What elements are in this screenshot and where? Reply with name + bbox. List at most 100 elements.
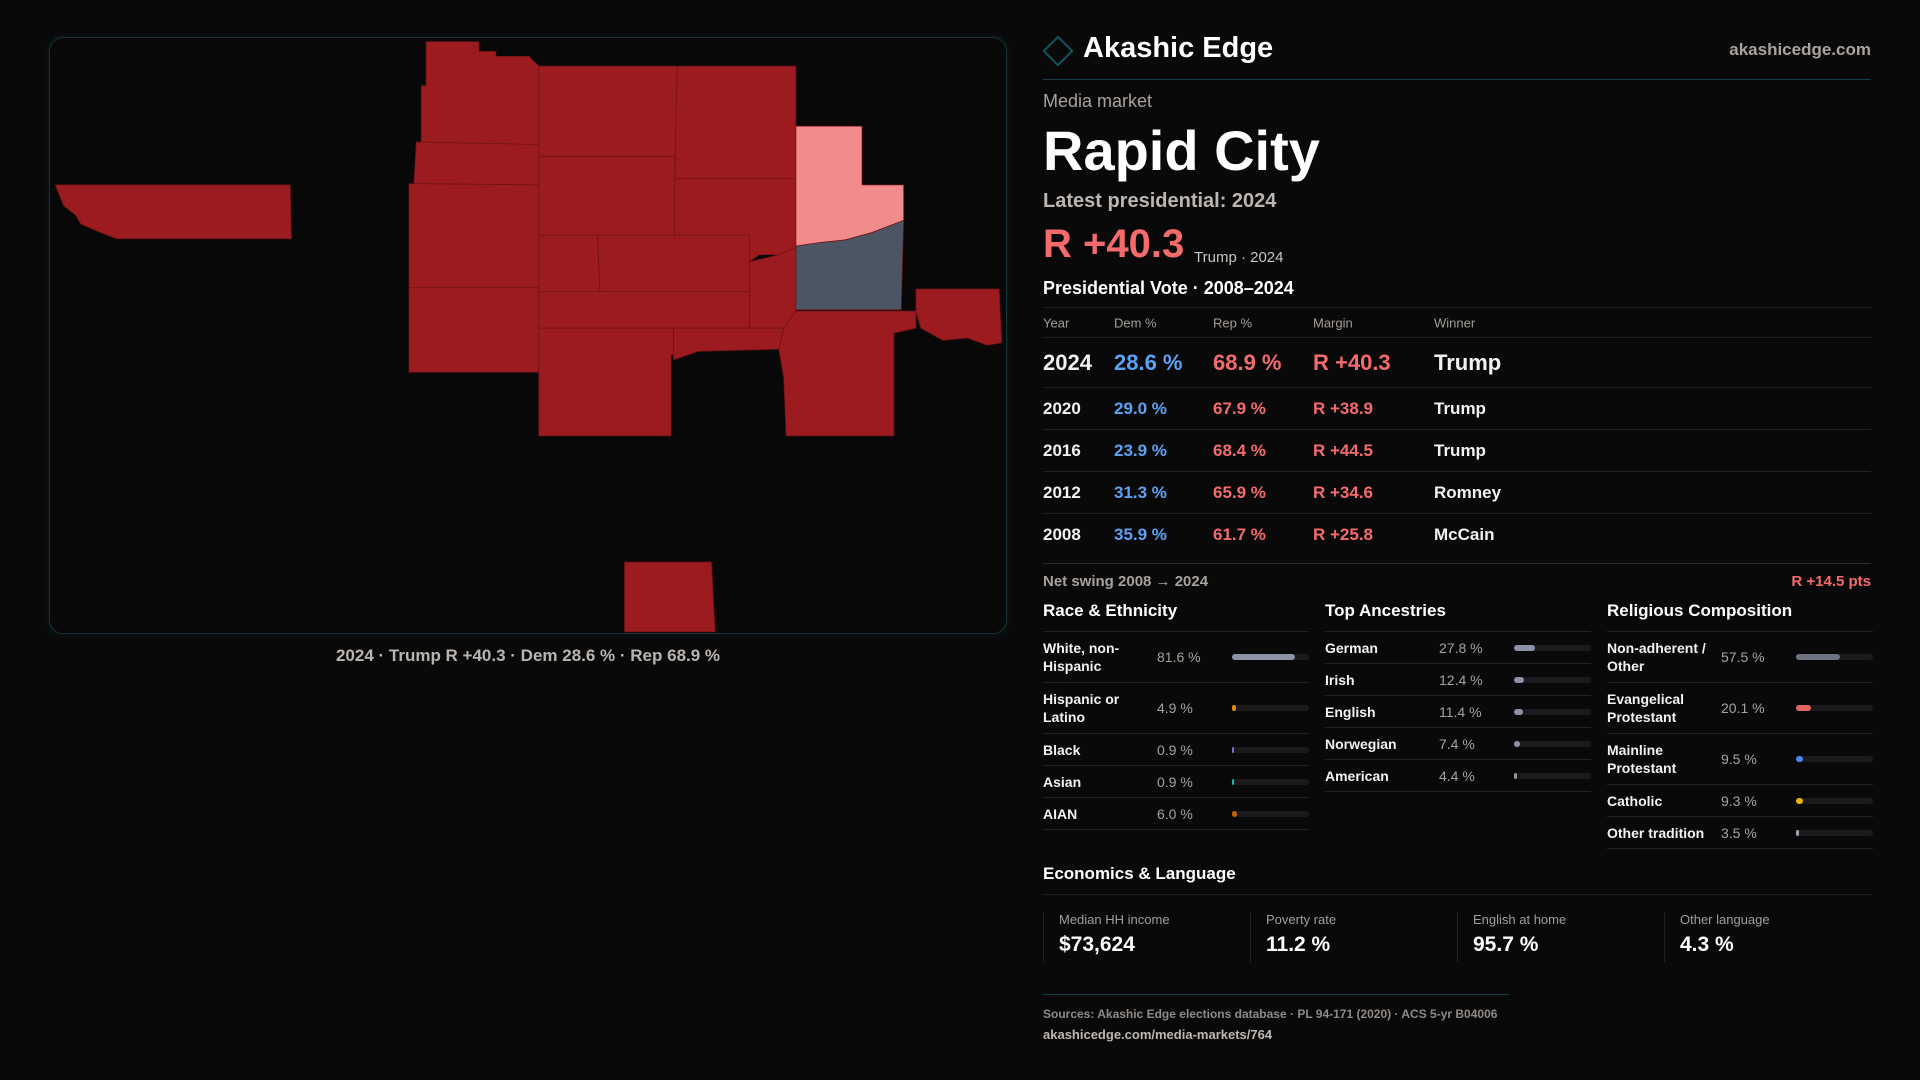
brand[interactable]: Akashic Edge xyxy=(1042,32,1273,67)
demo-row: AIAN 6.0 % xyxy=(1043,798,1309,830)
demo-row: English 11.4 % xyxy=(1325,696,1591,728)
col-winner: Winner xyxy=(1434,315,1476,330)
county xyxy=(408,287,540,373)
table-row: 2016 23.9 % 68.4 % R +44.5 Trump xyxy=(1043,429,1871,471)
demo-row: Mainline Protestant 9.5 % xyxy=(1607,734,1873,785)
bar-fill xyxy=(1232,654,1295,660)
demo-value: 81.6 % xyxy=(1157,649,1201,665)
county xyxy=(538,327,674,437)
county xyxy=(420,41,540,148)
map-caption: 2024 · Trump R +40.3 · Dem 28.6 % · Rep … xyxy=(335,646,721,665)
stat-card: Other language 4.3 % xyxy=(1664,912,1871,962)
bar-fill xyxy=(1514,708,1523,715)
table-header: Year Dem % Rep % Margin Winner xyxy=(1043,307,1871,337)
bar-fill xyxy=(1796,797,1804,804)
cell-margin: R +34.6 xyxy=(1313,482,1374,502)
bar-fill xyxy=(1796,756,1804,762)
stat-card: Median HH income $73,624 xyxy=(1043,912,1250,962)
demo-label: American xyxy=(1325,767,1389,784)
section-title: Race & Ethnicity xyxy=(1043,601,1309,632)
demo-label: German xyxy=(1325,639,1378,656)
economics-cards: Median HH income $73,624 Poverty rate 11.2 … xyxy=(1043,912,1871,962)
demo-value: 11.4 % xyxy=(1439,703,1482,720)
demo-value: 27.8 % xyxy=(1439,639,1483,656)
demo-value: 3.5 % xyxy=(1721,824,1757,841)
swing-value: R +14.5 pts xyxy=(1791,573,1871,590)
table-row: 2008 35.9 % 61.7 % R +25.8 McCain xyxy=(1043,513,1871,555)
stat-label: English at home xyxy=(1473,912,1567,927)
demo-value: 4.9 % xyxy=(1157,700,1193,716)
county xyxy=(673,327,785,361)
county xyxy=(538,65,678,158)
stat-value: 11.2 % xyxy=(1266,933,1331,956)
section-title: Religious Composition xyxy=(1607,601,1873,632)
diamond-icon xyxy=(1042,34,1074,67)
cell-year: 2008 xyxy=(1043,524,1081,544)
sources: Sources: Akashic Edge elections database… xyxy=(1043,1007,1498,1021)
demo-value: 9.3 % xyxy=(1721,792,1757,809)
cell-rep-pct: 65.9 % xyxy=(1213,482,1266,502)
demo-column: Top Ancestries German 27.8 % Irish 12.4 % Eng… xyxy=(1325,601,1591,792)
demo-value: 57.5 % xyxy=(1721,649,1765,665)
col-margin: Margin xyxy=(1313,315,1353,330)
bar-track xyxy=(1514,676,1591,683)
cell-year: 2012 xyxy=(1043,482,1081,502)
demo-row: Catholic 9.3 % xyxy=(1607,785,1873,817)
latest-label: Latest presidential: 2024 xyxy=(1043,190,1277,212)
table-row: 2012 31.3 % 65.9 % R +34.6 Romney xyxy=(1043,471,1871,513)
bar-track xyxy=(1232,810,1309,817)
cell-margin: R +38.9 xyxy=(1313,398,1374,418)
bar-track xyxy=(1796,654,1873,660)
headline-margin: R +40.3 xyxy=(1043,222,1185,266)
cell-dem-pct: 29.0 % xyxy=(1114,398,1167,418)
table-row: 2024 28.6 % 68.9 % R +40.3 Trump xyxy=(1043,337,1871,387)
bar-track xyxy=(1232,705,1309,711)
county xyxy=(538,291,750,329)
divider xyxy=(1043,79,1871,80)
bar-track xyxy=(1232,746,1309,753)
site-link[interactable]: akashicedge.com xyxy=(1729,40,1871,59)
bar-fill xyxy=(1514,676,1524,683)
headline-sub: Trump · 2024 xyxy=(1194,249,1284,266)
stat-label: Poverty rate xyxy=(1266,912,1337,927)
demo-value: 0.9 % xyxy=(1157,773,1193,790)
bar-track xyxy=(1232,778,1309,785)
demo-label: Mainline Protestant xyxy=(1607,742,1677,776)
county xyxy=(624,561,716,633)
cell-winner: Trump xyxy=(1434,440,1486,460)
col-rep: Rep % xyxy=(1213,315,1253,330)
cell-winner: McCain xyxy=(1434,524,1495,544)
cell-winner: Trump xyxy=(1434,349,1502,375)
demo-value: 9.5 % xyxy=(1721,751,1757,767)
divider xyxy=(1043,994,1509,995)
demo-value: 4.4 % xyxy=(1439,767,1475,784)
cell-rep-pct: 68.4 % xyxy=(1213,440,1266,460)
bar-track xyxy=(1514,740,1591,747)
cell-margin: R +40.3 xyxy=(1313,349,1391,375)
bar-track xyxy=(1796,829,1873,836)
county xyxy=(674,65,797,180)
source-link[interactable]: akashicedge.com/media-markets/764 xyxy=(1043,1027,1273,1042)
demo-label: Hispanic or Latino xyxy=(1043,691,1120,725)
presidential-table: Year Dem % Rep % Margin Winner 2024 28.6 … xyxy=(1043,307,1871,555)
cell-winner: Romney xyxy=(1434,482,1502,502)
bar-fill xyxy=(1514,772,1518,779)
cell-margin: R +44.5 xyxy=(1313,440,1374,460)
swing-label: Net swing 2008 → 2024 xyxy=(1043,573,1209,590)
cell-dem-pct: 35.9 % xyxy=(1114,524,1167,544)
demo-label: White, non-Hispanic xyxy=(1043,640,1120,674)
demo-value: 0.9 % xyxy=(1157,741,1193,758)
stat-card: English at home 95.7 % xyxy=(1457,912,1664,962)
bar-track xyxy=(1796,756,1873,762)
bar-fill xyxy=(1796,654,1841,660)
bar-track xyxy=(1796,797,1873,804)
cell-dem-pct: 28.6 % xyxy=(1114,349,1183,375)
cell-year: 2020 xyxy=(1043,398,1081,418)
cell-margin: R +25.8 xyxy=(1313,524,1374,544)
demo-label: Other tradition xyxy=(1607,824,1705,841)
bar-track xyxy=(1514,644,1591,651)
demo-label: Evangelical Protestant xyxy=(1607,691,1685,725)
stat-value: $73,624 xyxy=(1059,933,1135,956)
county xyxy=(597,234,750,292)
